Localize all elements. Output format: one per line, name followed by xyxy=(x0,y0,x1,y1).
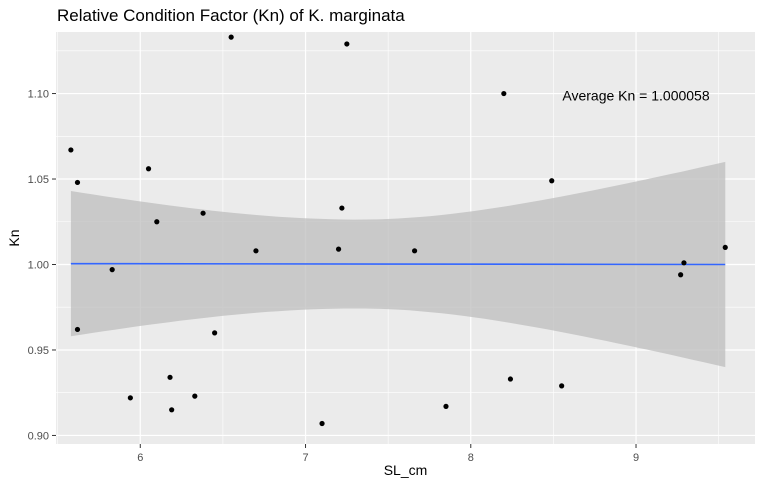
data-point xyxy=(722,244,728,251)
data-point xyxy=(212,330,218,336)
data-point xyxy=(109,267,115,273)
data-point xyxy=(145,166,152,172)
fit-line xyxy=(70,262,726,266)
chart-title: Relative Condition Factor (Kn) of K. mar… xyxy=(57,6,405,25)
data-point xyxy=(253,248,259,254)
data-point xyxy=(443,403,449,409)
y-axis-ticks: 0.90 0.95 1.00 1.05 1.10 xyxy=(28,89,56,442)
data-point xyxy=(507,376,514,382)
data-point xyxy=(501,90,507,97)
x-tick-label: 8 xyxy=(468,452,474,464)
data-point xyxy=(192,393,198,399)
average-kn-annotation: Average Kn = 1.000058 xyxy=(562,87,709,103)
data-point xyxy=(319,420,325,427)
y-tick-label: 0.95 xyxy=(28,345,49,357)
data-point xyxy=(228,34,234,40)
x-tick-label: 9 xyxy=(633,452,639,464)
data-point xyxy=(678,272,684,278)
data-point xyxy=(681,260,687,266)
data-point xyxy=(559,383,565,389)
x-axis-ticks: 6 7 8 9 xyxy=(137,444,639,464)
y-tick-label: 1.10 xyxy=(28,89,49,101)
data-point xyxy=(169,407,175,413)
x-tick-label: 7 xyxy=(302,452,308,464)
x-axis-title: SL_cm xyxy=(384,462,428,478)
x-tick-label: 6 xyxy=(137,452,143,464)
y-tick-label: 0.90 xyxy=(28,430,49,442)
data-point xyxy=(127,395,133,401)
data-point xyxy=(167,374,173,380)
data-point xyxy=(335,246,342,252)
data-point xyxy=(74,326,81,333)
data-point xyxy=(68,147,74,153)
y-tick-label: 1.00 xyxy=(28,259,49,271)
y-tick-label: 1.05 xyxy=(28,174,49,186)
data-point xyxy=(200,210,206,216)
data-point xyxy=(549,178,555,184)
data-point xyxy=(339,205,345,211)
y-axis-title: Kn xyxy=(6,229,22,246)
data-point xyxy=(154,219,160,225)
data-point xyxy=(74,179,81,186)
data-points xyxy=(68,34,728,427)
data-point xyxy=(344,41,350,47)
data-point xyxy=(411,248,418,254)
